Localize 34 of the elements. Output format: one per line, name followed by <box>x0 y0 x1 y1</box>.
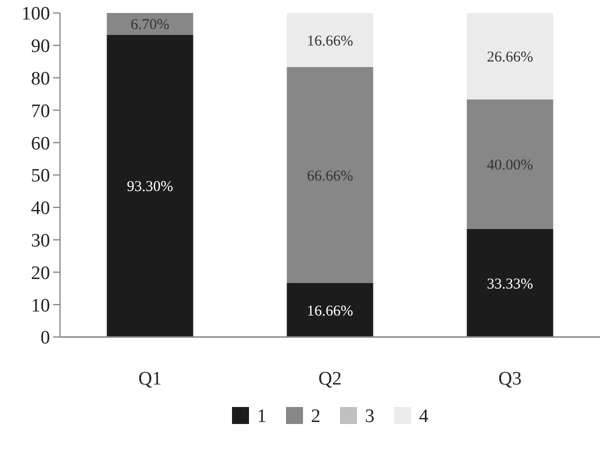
data-label: 6.70% <box>130 17 170 34</box>
y-tick-label: 90 <box>31 36 50 58</box>
bar <box>286 67 374 284</box>
y-tick-label: 30 <box>31 230 50 252</box>
data-label: 33.33% <box>486 276 534 292</box>
legend-label: 3 <box>365 406 374 428</box>
y-tick-label: 10 <box>31 295 50 316</box>
y-tick-label: 80 <box>31 68 50 90</box>
bar <box>466 13 554 100</box>
legend-label: 4 <box>419 406 429 428</box>
bar <box>286 283 374 337</box>
x-tick-label: Q3 <box>498 368 522 390</box>
x-tick-label: Q1 <box>138 368 162 390</box>
bar <box>106 34 194 337</box>
data-label: 16.66% <box>306 303 354 320</box>
y-tick-label: 0 <box>40 328 50 349</box>
legend-label: 1 <box>257 406 266 428</box>
y-tick-label: 40 <box>31 198 50 220</box>
y-tick-label: 20 <box>31 262 50 284</box>
data-label: 93.30% <box>126 179 174 196</box>
data-label: 16.66% <box>306 33 354 50</box>
y-tick-label: 50 <box>31 166 50 187</box>
data-label: 66.66% <box>306 168 354 184</box>
y-tick-label: 100 <box>22 4 50 25</box>
bar <box>286 13 374 68</box>
data-label: 40.00% <box>486 157 534 174</box>
bar <box>106 13 194 35</box>
bar <box>466 99 554 230</box>
data-label: 26.66% <box>486 49 534 66</box>
y-tick-label: 70 <box>31 100 50 122</box>
y-tick-label: 60 <box>31 133 50 154</box>
bar <box>466 229 554 337</box>
legend-label: 2 <box>311 406 320 428</box>
x-tick-label: Q2 <box>318 368 342 390</box>
